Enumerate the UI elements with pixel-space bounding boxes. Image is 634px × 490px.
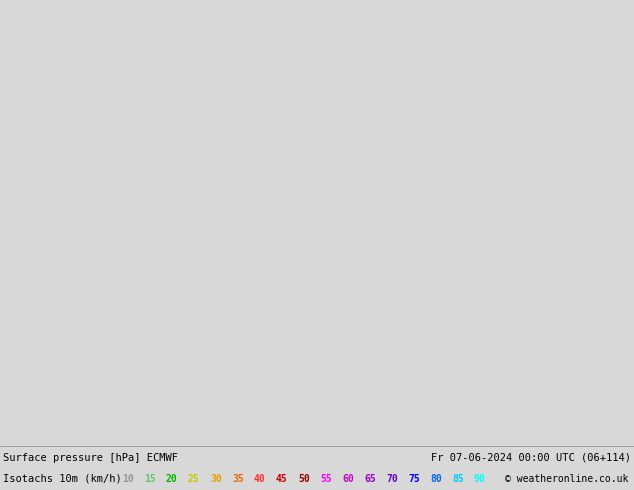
Text: 75: 75 — [408, 474, 420, 484]
Text: 90: 90 — [474, 474, 486, 484]
Text: 35: 35 — [232, 474, 243, 484]
Text: © weatheronline.co.uk weatheronline.co.uk: © weatheronline.co.uk weatheronline.co.u… — [505, 474, 634, 484]
Text: 25: 25 — [188, 474, 200, 484]
Text: 10: 10 — [122, 474, 134, 484]
Text: 45: 45 — [276, 474, 288, 484]
Text: 60: 60 — [342, 474, 354, 484]
Text: 30: 30 — [210, 474, 222, 484]
Text: 55: 55 — [320, 474, 332, 484]
Text: Isotachs 10m (km/h): Isotachs 10m (km/h) — [3, 474, 122, 484]
Text: Fr 07-06-2024 00:00 UTC (06+114): Fr 07-06-2024 00:00 UTC (06+114) — [431, 453, 631, 463]
Text: 40: 40 — [254, 474, 266, 484]
Text: 70: 70 — [386, 474, 398, 484]
Text: Surface pressure [hPa] ECMWF: Surface pressure [hPa] ECMWF — [3, 453, 178, 463]
Text: 20: 20 — [166, 474, 178, 484]
Text: 65: 65 — [364, 474, 376, 484]
Text: 15: 15 — [144, 474, 156, 484]
Text: 50: 50 — [298, 474, 310, 484]
Text: 85: 85 — [452, 474, 463, 484]
Text: 80: 80 — [430, 474, 442, 484]
